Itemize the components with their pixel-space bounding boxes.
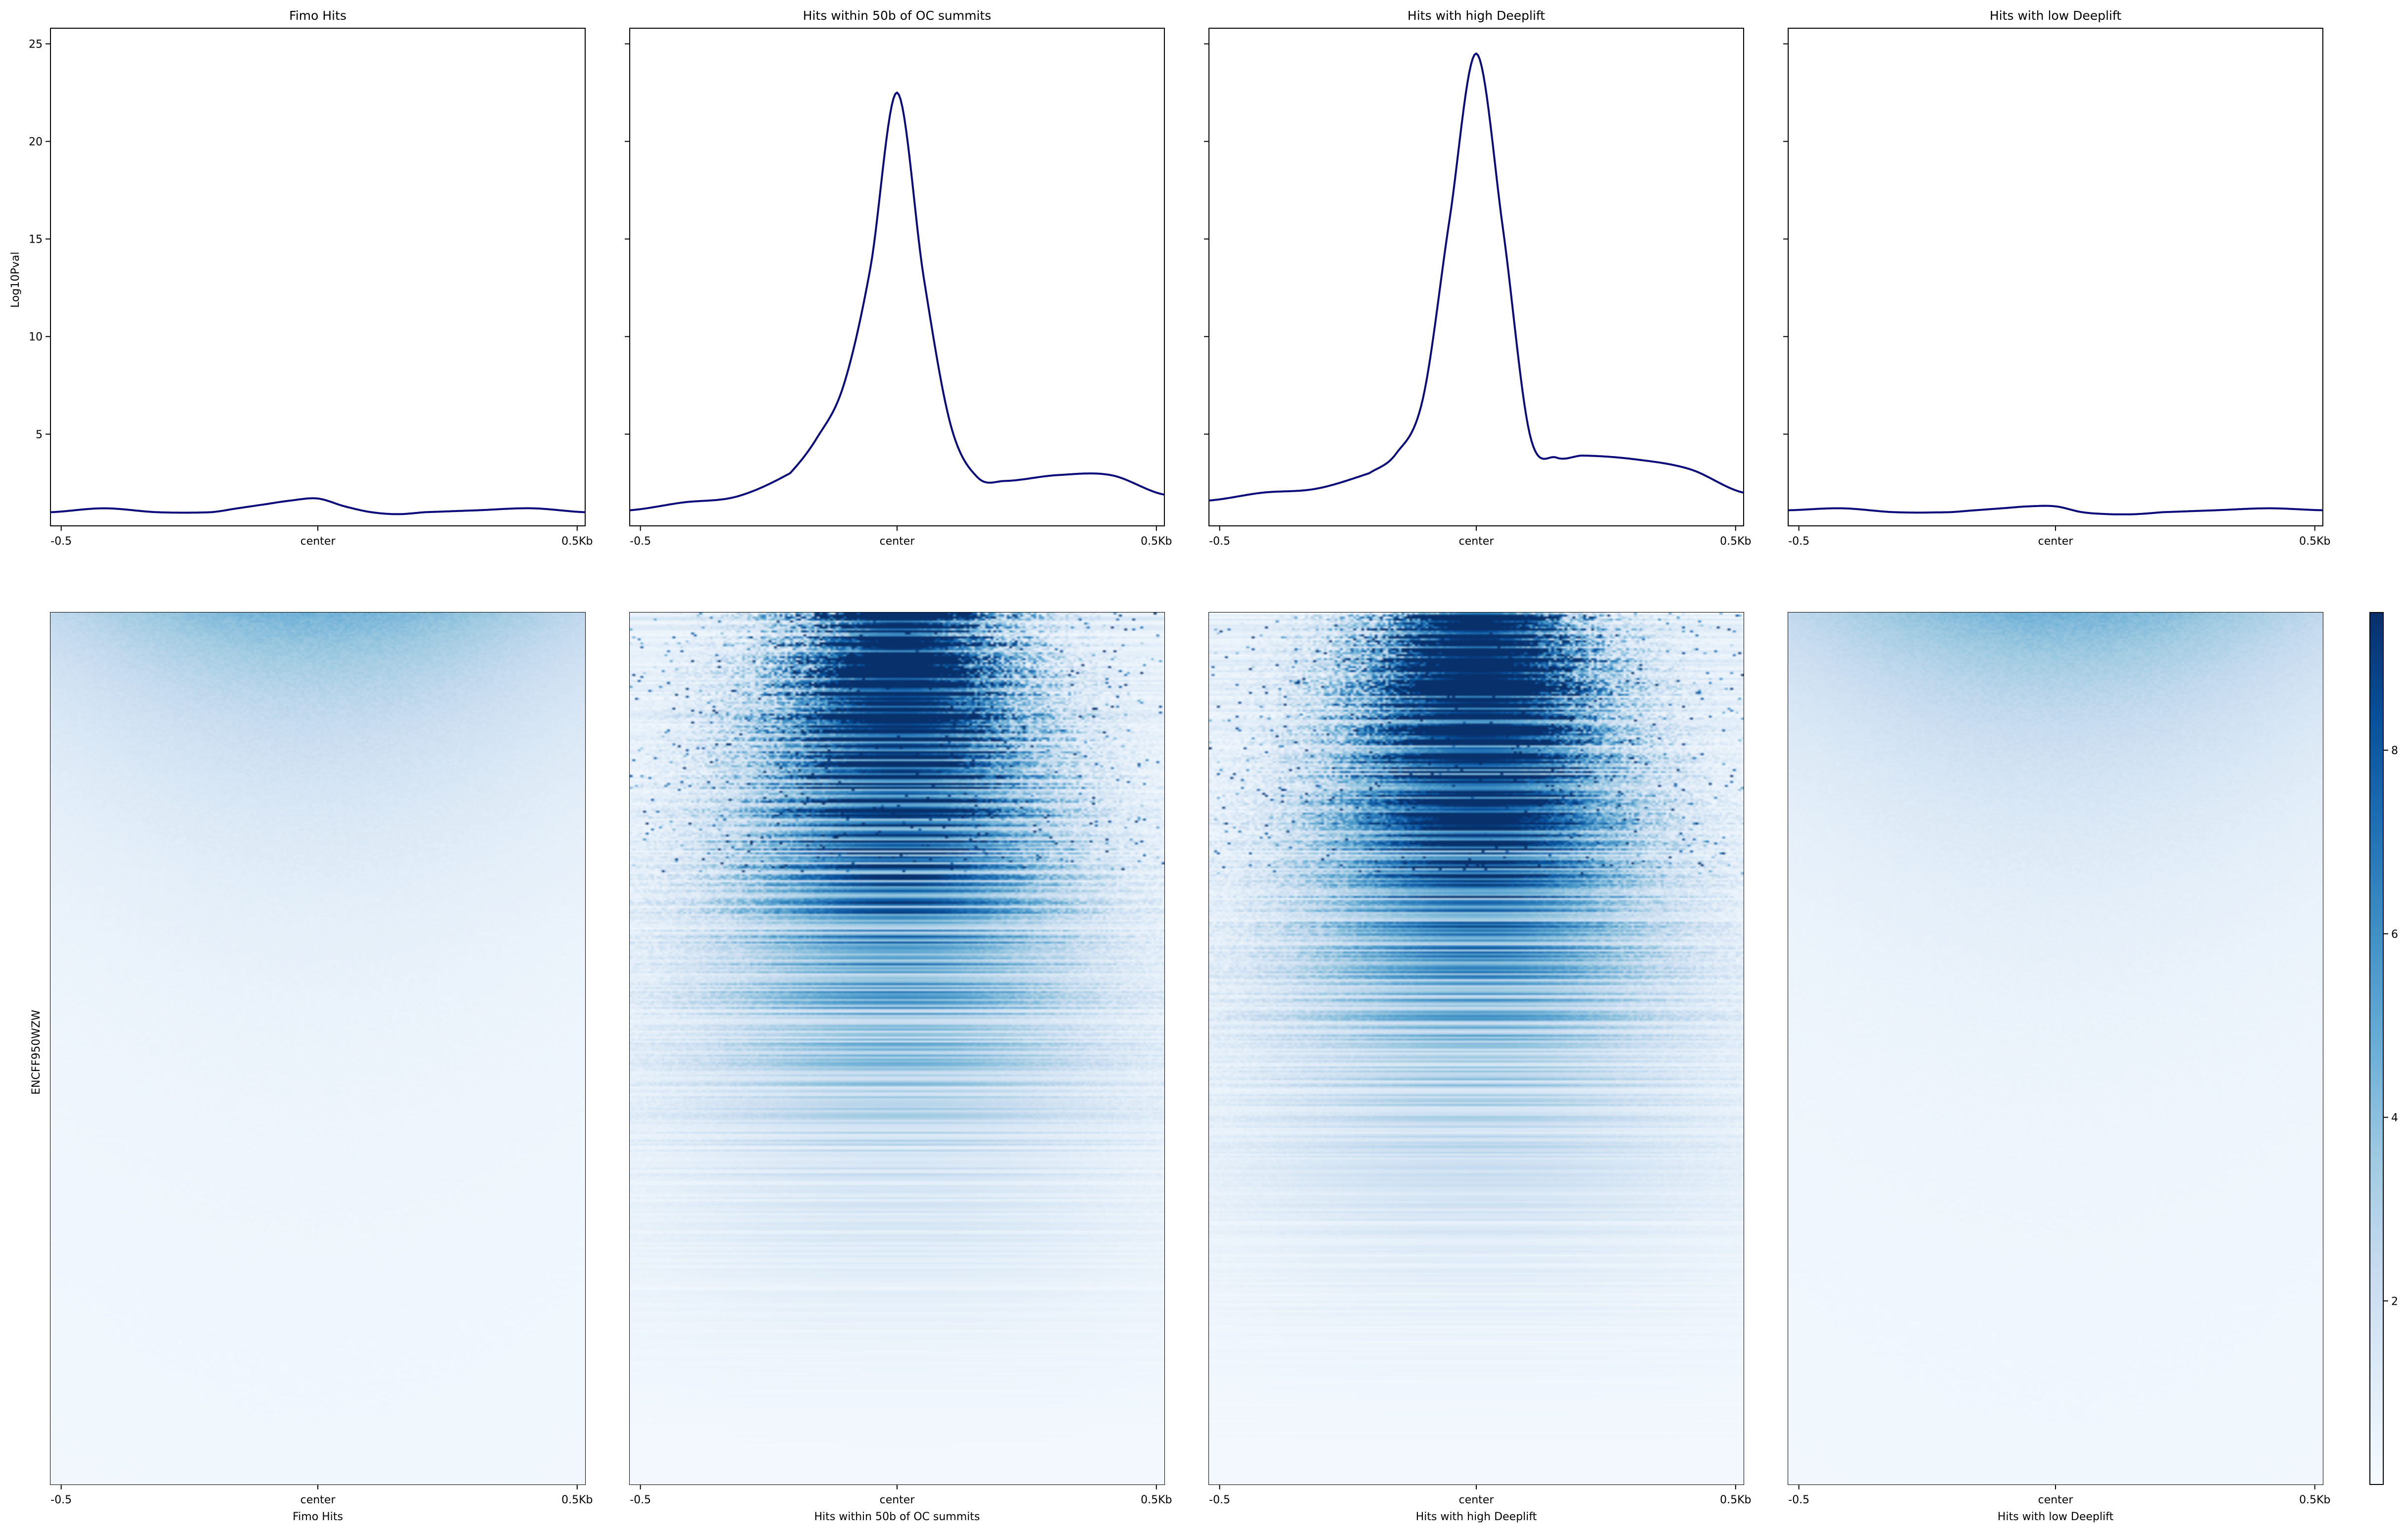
x-tick-label: center xyxy=(1459,535,1495,548)
x-tick-label: center xyxy=(1459,1494,1495,1506)
profile-title-3: Hits with high Deeplift xyxy=(1407,8,1545,23)
x-tick-label: center xyxy=(880,535,915,548)
x-tick-label: -0.5 xyxy=(50,1494,72,1506)
x-tick-label: -0.5 xyxy=(630,1494,651,1506)
x-tick-label: 0.5Kb xyxy=(1141,535,1172,548)
x-tick-label: 0.5Kb xyxy=(1720,1494,1751,1506)
heatmap-1 xyxy=(50,613,585,1484)
x-tick-label: center xyxy=(2038,1494,2074,1506)
x-tick-label: -0.5 xyxy=(630,535,651,548)
x-tick-label: 0.5Kb xyxy=(1141,1494,1172,1506)
colorbar-bar xyxy=(2369,612,2384,1485)
colorbar-tick-label: 4 xyxy=(2391,1112,2398,1125)
x-tick-label: center xyxy=(301,535,336,548)
profile-panel-4: Hits with low Deeplift -0.5 center 0.5Kb xyxy=(1783,8,2330,548)
y-tick-label: 25 xyxy=(29,39,43,51)
x-tick-label: center xyxy=(301,1494,336,1506)
profile-frame-4 xyxy=(1788,28,2323,526)
x-tick-label: 0.5Kb xyxy=(561,1494,593,1506)
heatmap-xlabel-1: Fimo Hits xyxy=(293,1511,343,1523)
heatmap-3 xyxy=(1209,613,1744,1484)
x-tick-label: center xyxy=(2038,535,2074,548)
x-tick-label: 0.5Kb xyxy=(1720,535,1751,548)
heatmap-axes-2: -0.5 center 0.5Kb Hits within 50b of OC sum… xyxy=(629,612,1172,1523)
profile-title-4: Hits with low Deeplift xyxy=(1990,8,2121,23)
x-tick-label: 0.5Kb xyxy=(2299,1494,2330,1506)
colorbar-tick-label: 6 xyxy=(2391,928,2398,941)
profile-title-2: Hits within 50b of OC summits xyxy=(803,8,991,23)
profile-line-2 xyxy=(629,91,1165,511)
colorbar-tick-label: 8 xyxy=(2391,745,2398,757)
profile-ylabel: Log10Pval xyxy=(9,252,22,307)
profile-line-4 xyxy=(1788,505,2323,515)
x-tick-label: 0.5Kb xyxy=(2299,535,2330,548)
profile-line-1 xyxy=(50,497,586,515)
profile-panel-1: Fimo Hits 5 10 15 20 25 -0.5 center 0.5Kb xyxy=(29,8,593,548)
y-tick-label: 5 xyxy=(36,429,43,441)
heatmap-2 xyxy=(630,613,1164,1484)
profile-frame-3 xyxy=(1208,28,1744,526)
profile-line-3 xyxy=(1208,52,1744,502)
x-tick-label: -0.5 xyxy=(50,535,72,548)
colorbar: 2 4 6 8 xyxy=(2369,612,2398,1485)
profile-panel-2: Hits within 50b of OC summits -0.5 center 0… xyxy=(625,8,1172,548)
y-tick-label: 10 xyxy=(29,331,43,344)
y-tick-label: 15 xyxy=(29,234,43,246)
x-tick-label: -0.5 xyxy=(1209,535,1230,548)
heatmap-xlabel-2: Hits within 50b of OC summits xyxy=(814,1511,980,1523)
profile-title-1: Fimo Hits xyxy=(289,8,347,23)
profile-frame-1 xyxy=(50,28,586,526)
x-tick-label: -0.5 xyxy=(1788,1494,1809,1506)
profile-frame-2 xyxy=(629,28,1165,526)
x-tick-label: -0.5 xyxy=(1788,535,1809,548)
heatmap-xlabel-4: Hits with low Deeplift xyxy=(1998,1511,2114,1523)
heatmap-xlabel-3: Hits with high Deeplift xyxy=(1416,1511,1537,1523)
y-tick-label: 20 xyxy=(29,136,43,149)
x-tick-label: center xyxy=(880,1494,915,1506)
x-tick-label: 0.5Kb xyxy=(561,535,593,548)
heatmap-4 xyxy=(1788,613,2323,1484)
profile-panel-3: Hits with high Deeplift -0.5 center 0.5Kb xyxy=(1204,8,1751,548)
x-tick-label: -0.5 xyxy=(1209,1494,1230,1506)
heatmap-ylabel: ENCFF950WZW xyxy=(30,1010,43,1095)
colorbar-tick-label: 2 xyxy=(2391,1295,2398,1308)
